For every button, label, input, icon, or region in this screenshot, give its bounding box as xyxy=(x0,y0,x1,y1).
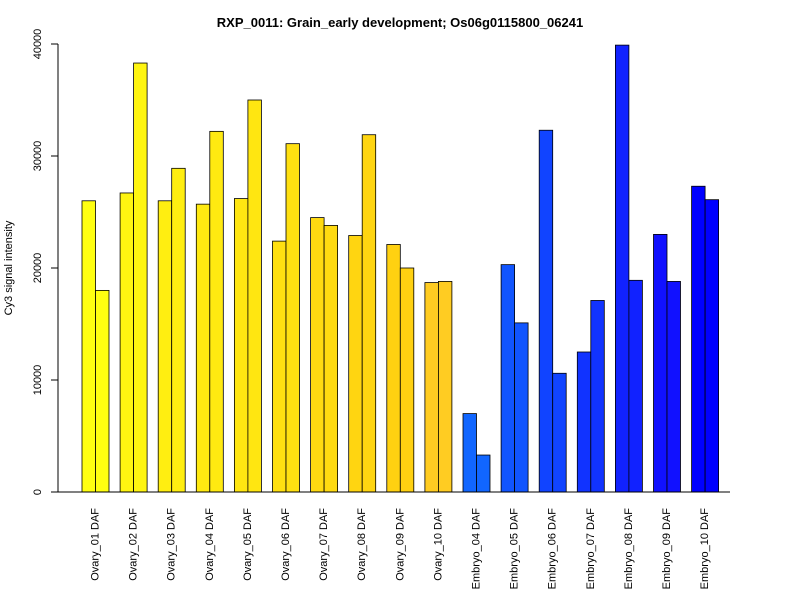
bar xyxy=(119,192,134,493)
bar xyxy=(323,225,339,493)
x-tick-label: Ovary_01 DAF xyxy=(90,508,102,581)
x-tick-label: Ovary_09 DAF xyxy=(394,508,406,581)
bar xyxy=(399,267,415,493)
x-tick-label: Ovary_10 DAF xyxy=(432,508,444,581)
bar xyxy=(386,244,401,493)
bar xyxy=(171,167,186,493)
y-tick-label: 40000 xyxy=(32,29,44,60)
bar xyxy=(615,44,630,493)
x-tick-label: Embryo_07 DAF xyxy=(585,508,597,590)
bar xyxy=(424,282,439,493)
bar xyxy=(590,300,605,493)
x-tick-label: Ovary_06 DAF xyxy=(280,508,292,581)
y-tick-label: 10000 xyxy=(32,365,44,396)
x-tick-label: Ovary_03 DAF xyxy=(166,508,178,581)
bar xyxy=(437,281,453,493)
bar xyxy=(666,281,681,493)
chart-title: RXP_0011: Grain_early development; Os06g… xyxy=(217,15,583,30)
bar xyxy=(285,143,300,493)
y-tick-label: 20000 xyxy=(32,253,44,284)
bar xyxy=(95,289,110,493)
bar xyxy=(576,351,592,493)
bar xyxy=(209,130,224,493)
bar xyxy=(628,279,643,493)
x-tick-label: Ovary_05 DAF xyxy=(242,508,254,581)
bar xyxy=(361,134,377,493)
bar xyxy=(133,62,148,493)
bar xyxy=(704,199,719,493)
bar xyxy=(500,264,516,493)
x-tick-label: Ovary_08 DAF xyxy=(356,508,368,581)
x-tick-label: Embryo_10 DAF xyxy=(699,508,711,590)
bar xyxy=(247,99,262,493)
bar xyxy=(476,454,491,493)
bar xyxy=(272,240,287,493)
bar xyxy=(552,372,567,493)
x-tick-label: Ovary_07 DAF xyxy=(318,508,330,581)
bar xyxy=(310,217,325,493)
bar xyxy=(157,200,173,493)
x-tick-label: Ovary_02 DAF xyxy=(128,508,140,581)
bar xyxy=(691,185,706,493)
y-tick-label: 30000 xyxy=(32,141,44,172)
bar xyxy=(233,198,249,493)
bar xyxy=(538,129,554,493)
x-tick-label: Embryo_04 DAF xyxy=(471,508,483,590)
x-tick-label: Ovary_04 DAF xyxy=(204,508,216,581)
x-tick-label: Embryo_08 DAF xyxy=(623,508,635,590)
x-tick-label: Embryo_06 DAF xyxy=(547,508,559,590)
y-axis-label: Cy3 signal intensity xyxy=(3,220,15,315)
bars-group xyxy=(81,44,719,493)
x-tick-label: Embryo_09 DAF xyxy=(661,508,673,590)
bar xyxy=(462,413,477,493)
x-axis: Ovary_01 DAF Ovary_02 DAF Ovary_03 DAF Ovar… xyxy=(58,491,730,590)
y-axis: 0 10000 20000 30000 40000 xyxy=(32,29,59,495)
bar xyxy=(195,203,211,493)
bar xyxy=(653,233,668,493)
x-tick-label: Embryo_05 DAF xyxy=(509,508,521,590)
y-tick-label: 0 xyxy=(32,489,44,495)
bar xyxy=(514,322,529,493)
bar xyxy=(348,235,363,493)
bar xyxy=(81,200,96,493)
